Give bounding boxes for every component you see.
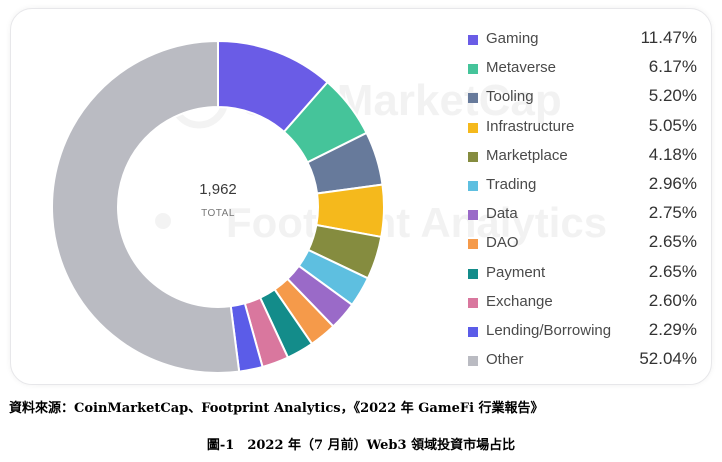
legend-swatch (468, 239, 478, 250)
legend-value: 2.65% (648, 232, 697, 252)
legend-swatch (468, 356, 478, 367)
legend-swatch (468, 64, 478, 75)
legend-item-lending-borrowing[interactable]: Lending/Borrowing 2.29% (466, 319, 701, 348)
legend-value: 2.60% (648, 290, 697, 310)
legend-label: Gaming (486, 30, 539, 47)
legend-swatch (468, 297, 478, 308)
figure-caption: 圖-1 2022 年（7 月前）Web3 領域投資市場占比 (206, 438, 516, 453)
legend-label: Metaverse (486, 59, 557, 77)
legend-value: 5.05% (648, 115, 697, 135)
slice-other[interactable] (51, 39, 241, 374)
donut-chart (51, 39, 385, 374)
legend-label: Exchange (486, 292, 553, 310)
donut-center-value: 1,962 (199, 181, 237, 198)
donut-center-label: TOTAL (201, 208, 235, 219)
legend-label: DAO (486, 234, 519, 252)
legend-item-tooling[interactable]: Tooling 5.20% (466, 85, 701, 114)
legend-value: 2.75% (648, 203, 697, 223)
legend-value: 2.96% (648, 173, 697, 193)
legend-item-marketplace[interactable]: Marketplace 4.18% (466, 144, 701, 173)
legend-value: 4.18% (648, 144, 697, 164)
legend-swatch (468, 35, 478, 45)
legend-item-payment[interactable]: Payment 2.65% (466, 261, 701, 290)
legend-label: Infrastructure (486, 117, 575, 135)
legend-item-exchange[interactable]: Exchange 2.60% (466, 290, 701, 319)
legend-swatch (468, 268, 478, 279)
legend-item-dao[interactable]: DAO 2.65% (466, 231, 701, 260)
legend-label: Trading (486, 175, 537, 193)
source-note: 資料來源：CoinMarketCap、Footprint Analytics，《… (9, 401, 544, 416)
legend-item-metaverse[interactable]: Metaverse 6.17% (466, 56, 701, 85)
legend-item-trading[interactable]: Trading 2.96% (466, 173, 701, 202)
legend-item-infrastructure[interactable]: Infrastructure 5.05% (466, 115, 701, 144)
chart-legend: Gaming 11.47% Metaverse 6.17% Tooling 5.20% In… (466, 27, 701, 377)
legend-swatch (468, 122, 478, 133)
legend-swatch (468, 210, 478, 221)
legend-value: 11.47% (640, 28, 697, 47)
legend-value: 2.29% (648, 319, 697, 339)
legend-swatch (468, 151, 478, 162)
watermark-footprint: Footprint Analytics (226, 199, 607, 246)
legend-label: Other (486, 351, 524, 369)
legend-label: Payment (486, 263, 546, 281)
legend-swatch (468, 180, 478, 191)
legend-swatch (468, 93, 478, 104)
legend-item-gaming[interactable]: Gaming 11.47% (466, 27, 701, 56)
legend-label: Data (486, 205, 518, 223)
legend-value: 2.65% (648, 261, 697, 281)
legend-value: 52.04% (639, 349, 697, 369)
legend-value: 6.17% (648, 57, 697, 77)
legend-swatch (468, 326, 478, 337)
legend-item-data[interactable]: Data 2.75% (466, 202, 701, 231)
legend-label: Lending/Borrowing (486, 321, 612, 339)
legend-label: Tooling (486, 88, 534, 106)
legend-item-other[interactable]: Other 52.04% (466, 348, 701, 377)
chart-panel: CoinMarketCap Footprint Analytics 1,962 … (10, 8, 712, 385)
footprint-logo-icon (155, 213, 171, 229)
legend-label: Marketplace (486, 146, 568, 164)
legend-value: 5.20% (648, 86, 697, 106)
